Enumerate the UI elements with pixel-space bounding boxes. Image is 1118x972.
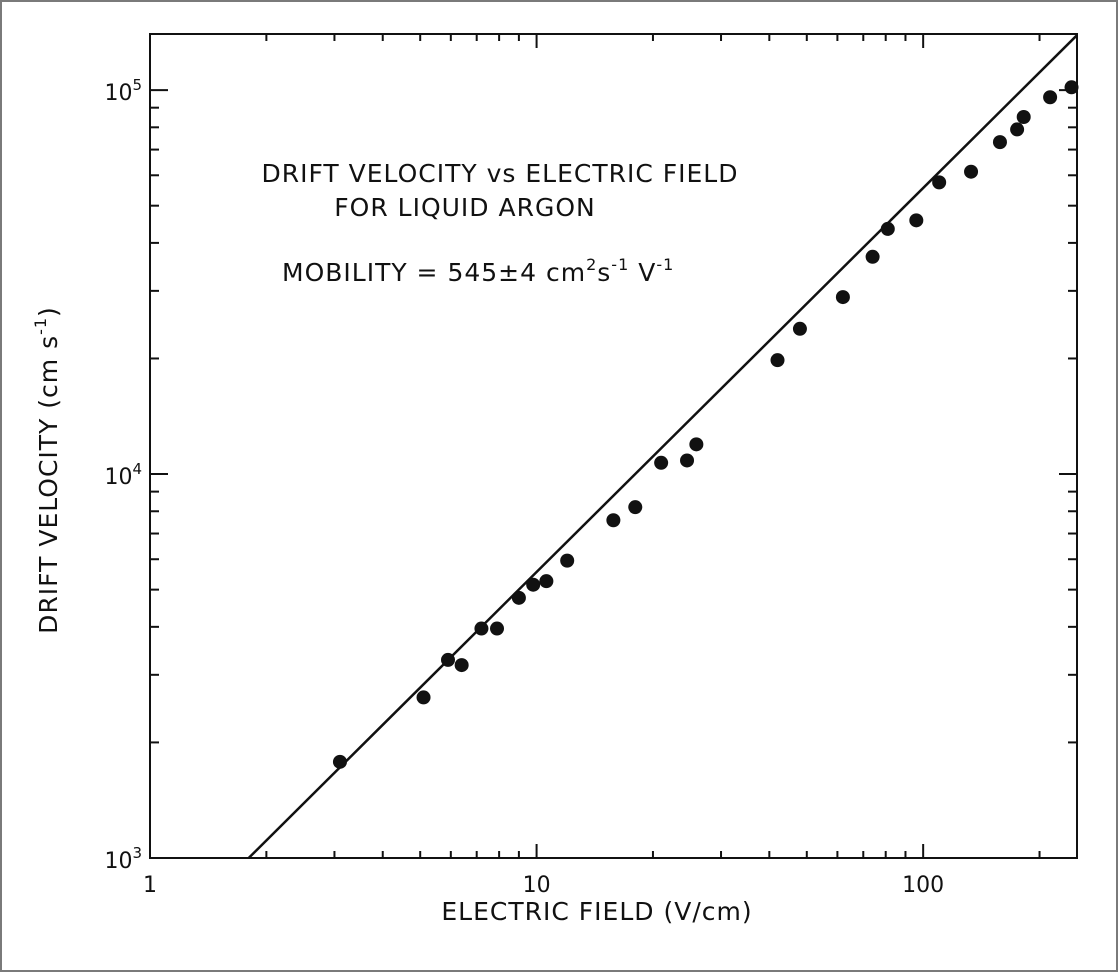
y-tick-label-1e3: 103 <box>104 844 142 874</box>
data-point <box>992 135 1007 150</box>
x-tick-label-10: 10 <box>523 873 551 898</box>
data-point <box>474 621 489 636</box>
mobility-annotation: MOBILITY = 545±4 cm2s-1 V-1 <box>282 255 674 287</box>
data-point <box>440 652 455 667</box>
data-point <box>511 590 526 605</box>
data-point <box>932 175 947 190</box>
data-point <box>332 754 347 769</box>
data-point <box>1043 90 1058 105</box>
data-point <box>770 353 785 368</box>
data-point <box>1016 110 1031 125</box>
y-axis-title: DRIFT VELOCITY (cm s-1) <box>31 306 63 634</box>
data-point <box>539 574 554 589</box>
tick-marks <box>149 34 1077 859</box>
fit-line-layer <box>247 34 1078 859</box>
chart-subtitle: FOR LIQUID ARGON <box>334 193 595 222</box>
x-tick-label-1: 1 <box>143 873 157 898</box>
data-point <box>835 290 850 305</box>
data-point <box>909 213 924 228</box>
data-point <box>680 453 695 468</box>
data-points <box>332 80 1079 769</box>
data-point <box>880 221 895 236</box>
data-point <box>1010 122 1025 137</box>
chart-title: DRIFT VELOCITY vs ELECTRIC FIELD <box>262 159 739 188</box>
plot-area <box>149 33 1078 859</box>
data-point <box>792 321 807 336</box>
data-point <box>865 249 880 264</box>
y-tick-label-1e5: 105 <box>104 76 142 106</box>
fit-line <box>247 34 1078 859</box>
data-point <box>560 553 575 568</box>
x-tick-label-100: 100 <box>902 873 944 898</box>
data-point <box>416 690 431 705</box>
data-point <box>964 164 979 179</box>
data-point <box>628 500 643 515</box>
data-point <box>490 621 505 636</box>
data-point <box>654 455 669 470</box>
data-point <box>689 437 704 452</box>
data-point <box>454 658 469 673</box>
x-axis-title: ELECTRIC FIELD (V/cm) <box>441 897 752 926</box>
data-point <box>606 513 621 528</box>
data-point <box>1064 80 1079 95</box>
y-tick-label-1e4: 104 <box>104 460 142 490</box>
data-point <box>526 577 541 592</box>
